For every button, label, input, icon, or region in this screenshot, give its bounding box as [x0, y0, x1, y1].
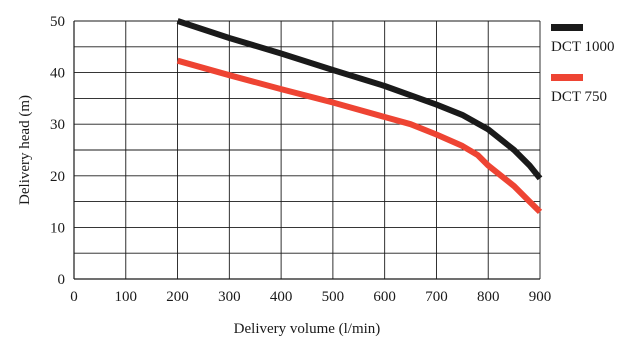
legend-swatch: [551, 74, 583, 81]
x-tick-label: 600: [373, 289, 396, 305]
y-tick-label: 20: [50, 169, 65, 185]
x-tick-label: 400: [270, 289, 293, 305]
legend-label: DCT 750: [551, 89, 607, 105]
x-tick-label: 300: [218, 289, 241, 305]
x-tick-label: 0: [70, 289, 78, 305]
x-tick-label: 100: [115, 289, 138, 305]
x-tick-label: 500: [322, 289, 345, 305]
tick-labels: 0 100 200 300 400 500 600 700 800 900 0 10 20 30 40 50: [50, 14, 551, 305]
legend-swatch: [551, 24, 583, 31]
y-axis-title: Delivery head (m): [17, 95, 33, 205]
y-tick-label: 10: [50, 220, 65, 236]
y-tick-label: 50: [50, 14, 65, 30]
x-tick-label: 700: [425, 289, 448, 305]
y-tick-label: 30: [50, 117, 65, 133]
series-lines: [176, 18, 543, 215]
y-tick-label: 0: [58, 272, 66, 288]
x-axis-title: Delivery volume (l/min): [234, 321, 381, 337]
x-tick-label: 800: [477, 289, 500, 305]
series-line-dct-1000: [176, 18, 543, 181]
x-tick-label: 900: [529, 289, 552, 305]
y-tick-label: 40: [50, 66, 65, 82]
legend-label: DCT 1000: [551, 39, 614, 55]
axes: [73, 21, 540, 280]
x-tick-label: 200: [166, 289, 189, 305]
legend: DCT 1000 DCT 750: [551, 24, 614, 105]
series-line-dct-750: [176, 57, 543, 215]
